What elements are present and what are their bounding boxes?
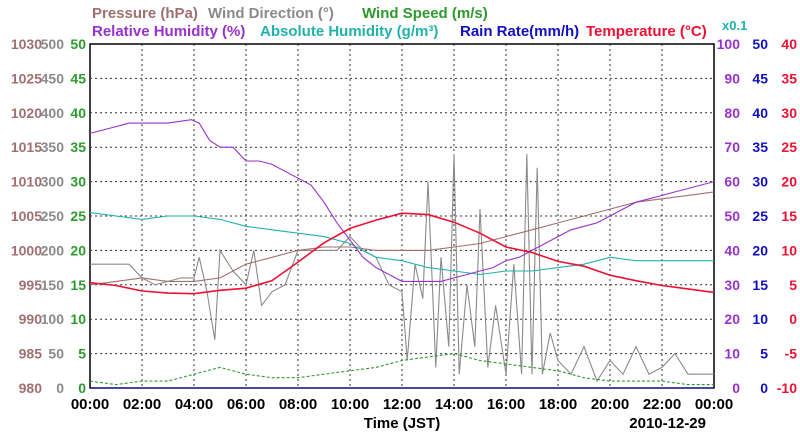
rain-rate-tick-label: 40 xyxy=(752,105,768,121)
wind-direction-tick-label: 400 xyxy=(41,105,65,121)
temperature-line xyxy=(89,212,715,295)
rain-rate-tick-label: 25 xyxy=(752,208,768,224)
wind-speed-tick-label: 5 xyxy=(78,346,86,362)
humidity-tick-label: 10 xyxy=(724,346,740,362)
pressure-tick-label: 1010 xyxy=(11,174,42,190)
wind-speed-tick-label: 10 xyxy=(70,311,86,327)
date-label: 2010-12-29 xyxy=(629,415,706,432)
title-temperature: Temperature (°C) xyxy=(586,23,707,40)
x-tick-label: 00:00 xyxy=(71,396,109,413)
title-wind-speed: Wind Speed (m/s) xyxy=(362,5,488,22)
humidity-tick-label: 80 xyxy=(724,105,740,121)
pressure-tick-label: 980 xyxy=(19,380,43,396)
humidity-tick-label: 20 xyxy=(724,311,740,327)
temperature-tick-label: 5 xyxy=(789,277,797,293)
pressure-tick-label: 1025 xyxy=(11,70,42,86)
series-group xyxy=(89,119,715,389)
rain-rate-tick-label: 5 xyxy=(760,346,768,362)
title-pressure: Pressure (hPa) xyxy=(92,5,198,22)
scale-note: x0.1 xyxy=(722,18,747,33)
pressure-tick-label: 995 xyxy=(19,277,43,293)
rain-rate-tick-label: 35 xyxy=(752,139,768,155)
wind-speed-tick-label: 50 xyxy=(70,36,86,52)
temperature-tick-label: 25 xyxy=(781,139,797,155)
x-tick-label: 06:00 xyxy=(227,396,265,413)
temperature-tick-label: 35 xyxy=(781,70,797,86)
absolute-humidity-line xyxy=(89,212,714,276)
rain-rate-tick-label: 0 xyxy=(760,380,768,396)
axes-group: 1030102510201015101010051000995990985980… xyxy=(11,36,797,413)
wind-direction-tick-label: 100 xyxy=(41,311,65,327)
wind-speed-tick-label: 40 xyxy=(70,105,86,121)
x-tick-label: 12:00 xyxy=(383,396,421,413)
x-tick-label: 16:00 xyxy=(487,396,525,413)
humidity-tick-label: 50 xyxy=(724,208,740,224)
wind-direction-tick-label: 50 xyxy=(48,346,64,362)
x-tick-label: 22:00 xyxy=(643,396,681,413)
pressure-line xyxy=(89,191,715,286)
pressure-tick-label: 1020 xyxy=(11,105,42,121)
wind-direction-tick-label: 500 xyxy=(41,36,65,52)
relative-humidity-line xyxy=(89,119,715,282)
pressure-tick-label: 1000 xyxy=(11,242,42,258)
x-tick-label: 08:00 xyxy=(279,396,317,413)
x-tick-label: 18:00 xyxy=(539,396,577,413)
pressure-tick-label: 990 xyxy=(19,311,43,327)
temperature-tick-label: -10 xyxy=(777,380,797,396)
temperature-tick-label: 0 xyxy=(789,311,797,327)
grid xyxy=(90,44,714,388)
wind-direction-tick-label: 200 xyxy=(41,242,65,258)
x-tick-label: 00:00 xyxy=(695,396,733,413)
temperature-tick-label: 20 xyxy=(781,174,797,190)
humidity-tick-label: 100 xyxy=(717,36,741,52)
temperature-tick-label: 40 xyxy=(781,36,797,52)
wind-speed-line xyxy=(89,353,714,386)
wind-direction-line xyxy=(90,154,714,383)
title-rain-rate: Rain Rate(mm/h) xyxy=(460,23,579,40)
wind-speed-tick-label: 45 xyxy=(70,70,86,86)
wind-speed-tick-label: 15 xyxy=(70,277,86,293)
title-absolute-humidity: Absolute Humidity (g/m³) xyxy=(260,23,438,40)
rain-rate-tick-label: 20 xyxy=(752,242,768,258)
humidity-tick-label: 70 xyxy=(724,139,740,155)
wind-speed-tick-label: 20 xyxy=(70,242,86,258)
wind-direction-tick-label: 350 xyxy=(41,139,65,155)
wind-speed-tick-label: 0 xyxy=(78,380,86,396)
humidity-tick-label: 60 xyxy=(724,174,740,190)
pressure-tick-label: 985 xyxy=(19,346,43,362)
wind-direction-tick-label: 300 xyxy=(41,174,65,190)
wind-speed-tick-label: 25 xyxy=(70,208,86,224)
humidity-tick-label: 30 xyxy=(724,277,740,293)
x-tick-label: 10:00 xyxy=(331,396,369,413)
title-relative-humidity: Relative Humidity (%) xyxy=(92,23,245,40)
x-tick-label: 14:00 xyxy=(435,396,473,413)
temperature-tick-label: 10 xyxy=(781,242,797,258)
rain-rate-tick-label: 50 xyxy=(752,36,768,52)
x-axis-label: Time (JST) xyxy=(364,415,440,432)
pressure-tick-label: 1005 xyxy=(11,208,42,224)
humidity-tick-label: 0 xyxy=(732,380,740,396)
wind-direction-tick-label: 150 xyxy=(41,277,65,293)
temperature-tick-label: -5 xyxy=(785,346,798,362)
x-tick-label: 02:00 xyxy=(123,396,161,413)
wind-direction-tick-label: 250 xyxy=(41,208,65,224)
rain-rate-tick-label: 45 xyxy=(752,70,768,86)
humidity-tick-label: 40 xyxy=(724,242,740,258)
humidity-tick-label: 90 xyxy=(724,70,740,86)
temperature-tick-label: 30 xyxy=(781,105,797,121)
wind-speed-tick-label: 30 xyxy=(70,174,86,190)
rain-rate-tick-label: 15 xyxy=(752,277,768,293)
wind-direction-tick-label: 0 xyxy=(56,380,64,396)
temperature-tick-label: 15 xyxy=(781,208,797,224)
title-wind-direction: Wind Direction (°) xyxy=(208,5,334,22)
x-tick-label: 20:00 xyxy=(591,396,629,413)
wind-speed-tick-label: 35 xyxy=(70,139,86,155)
pressure-tick-label: 1030 xyxy=(11,36,42,52)
rain-rate-tick-label: 30 xyxy=(752,174,768,190)
x-tick-label: 04:00 xyxy=(175,396,213,413)
wind-direction-tick-label: 450 xyxy=(41,70,65,86)
rain-rate-tick-label: 10 xyxy=(752,311,768,327)
pressure-tick-label: 1015 xyxy=(11,139,42,155)
